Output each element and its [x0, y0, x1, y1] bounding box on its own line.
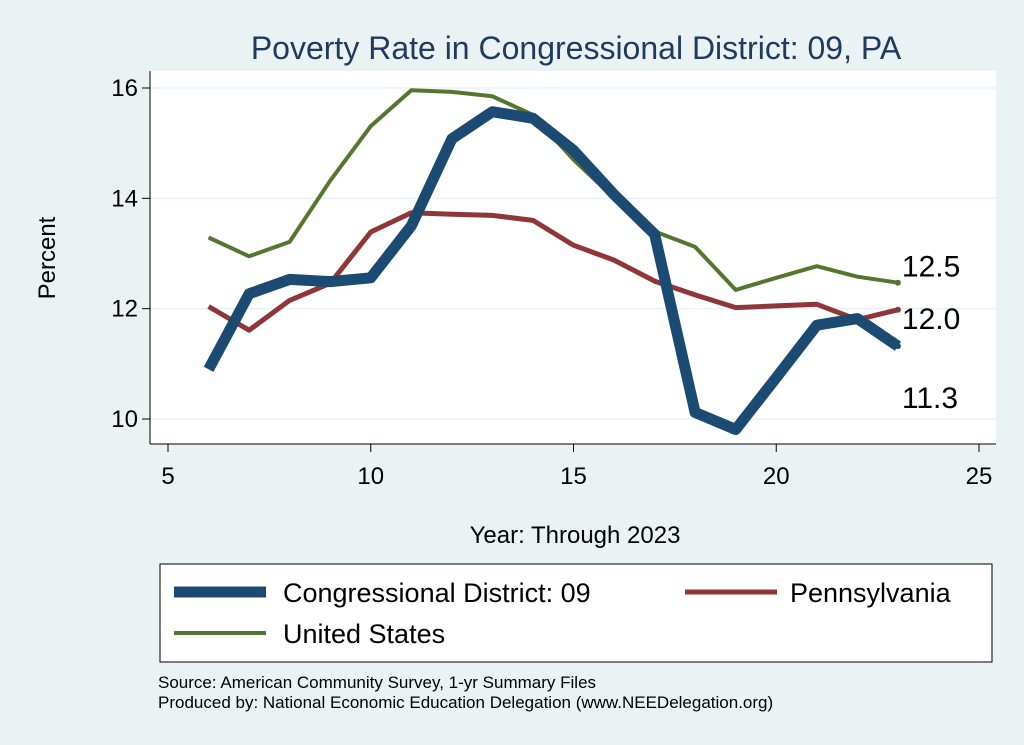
legend: Congressional District: 09 Pennsylvania Un…	[159, 563, 993, 663]
end-label-2: 12.5	[902, 251, 960, 284]
y-tick-label: 10	[111, 406, 138, 433]
x-tick-label: 20	[763, 463, 790, 490]
legend-label-1: Pennsylvania	[790, 578, 952, 608]
x-tick-label: 10	[357, 463, 384, 490]
x-tick-label: 5	[161, 463, 174, 490]
end-label-0: 11.3	[902, 382, 958, 415]
plot-area	[150, 71, 996, 444]
legend-box	[159, 563, 993, 663]
grid-lines	[150, 87, 996, 420]
x-tick-label: 15	[560, 463, 587, 490]
legend-label-2: United States	[283, 619, 445, 649]
end-point-1	[894, 306, 901, 313]
produced-by-note: Produced by: National Economic Education…	[158, 693, 773, 712]
x-tick-label: 25	[966, 463, 993, 490]
legend-label-0: Congressional District: 09	[283, 578, 591, 608]
chart-title: Poverty Rate in Congressional District: …	[251, 30, 902, 66]
y-tick-label: 12	[111, 296, 138, 323]
series-lines	[203, 88, 901, 435]
end-point-0	[894, 343, 901, 350]
end-label-1: 12.0	[902, 303, 960, 336]
y-tick-label: 14	[111, 185, 138, 212]
end-point-2	[894, 279, 901, 286]
x-axis-title: Year: Through 2023	[470, 522, 681, 549]
axes: 10 12 14 16 5 10 15 20 25	[111, 71, 996, 490]
legend-entries: Congressional District: 09 Pennsylvania Un…	[174, 578, 952, 649]
end-labels: 11.3 12.0 12.5	[902, 251, 960, 415]
y-axis-title: Percent	[34, 216, 61, 299]
source-note: Source: American Community Survey, 1-yr …	[158, 673, 596, 692]
series-line-district	[203, 106, 901, 435]
y-tick-label: 16	[111, 75, 138, 102]
